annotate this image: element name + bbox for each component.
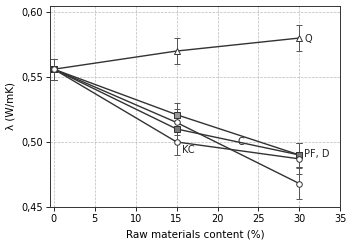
Text: C: C xyxy=(238,137,245,147)
Text: Q: Q xyxy=(304,34,312,44)
Text: PF, D: PF, D xyxy=(304,149,330,159)
X-axis label: Raw materials content (%): Raw materials content (%) xyxy=(126,230,264,239)
Y-axis label: λ (W/mK): λ (W/mK) xyxy=(6,82,15,130)
Text: KC: KC xyxy=(182,145,194,155)
